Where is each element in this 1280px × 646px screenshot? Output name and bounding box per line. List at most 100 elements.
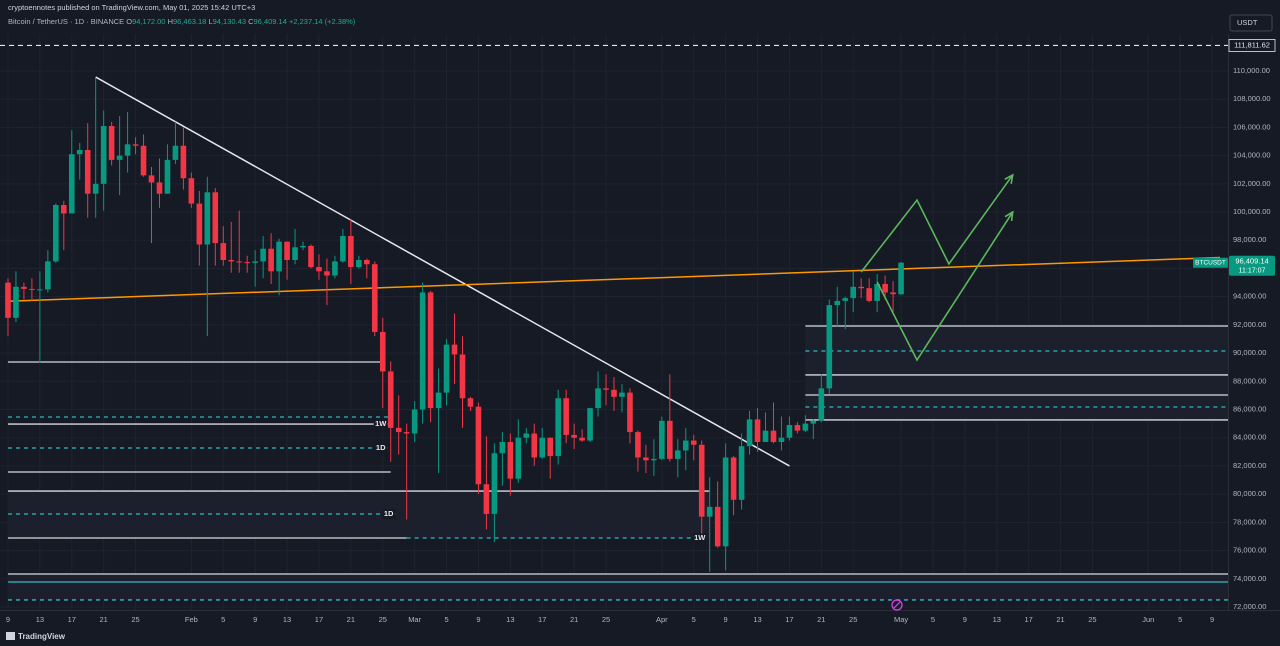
candle-body <box>76 149 83 155</box>
ohlc-key: C <box>248 17 254 26</box>
change: +2,237.14 (+2.38%) <box>289 17 356 26</box>
symbol-tag <box>1193 257 1228 268</box>
candle-body <box>316 267 322 272</box>
candle-body <box>507 441 514 479</box>
candle-body <box>220 243 227 261</box>
x-tick-label: 9 <box>253 615 257 624</box>
candle-body <box>204 192 211 245</box>
level-label-bg <box>373 419 388 430</box>
zone <box>7 573 1228 600</box>
candle-body <box>842 298 849 301</box>
candle-body <box>364 260 370 265</box>
candle-body <box>515 437 522 479</box>
ohlc-value: 96,409.14 <box>254 17 287 26</box>
x-tick-label: 17 <box>538 615 546 624</box>
candle-body <box>260 248 266 262</box>
candle-body <box>890 292 896 295</box>
x-tick-label: 17 <box>68 615 76 624</box>
zone <box>805 326 1228 420</box>
candle-body <box>467 398 474 407</box>
candle-body <box>659 420 665 459</box>
candle-body <box>531 433 538 458</box>
level-label: 1W <box>694 533 706 542</box>
level-label: 1D <box>376 443 386 452</box>
candle-body <box>276 241 282 272</box>
y-tick-label: 98,000.00 <box>1233 235 1266 244</box>
level-label: 1D <box>384 509 394 518</box>
candle-body <box>403 432 410 434</box>
candle-body <box>706 506 713 517</box>
projection-arrow-head <box>1004 210 1014 222</box>
ohlc-key: O <box>126 17 132 26</box>
x-tick-label: 5 <box>931 615 935 624</box>
candle-body <box>690 440 697 445</box>
x-tick-label: 9 <box>724 615 728 624</box>
x-tick-label: Feb <box>185 615 198 624</box>
candle-body <box>196 203 203 245</box>
candle-body <box>866 288 872 301</box>
candle-body <box>172 145 179 160</box>
candle-body <box>108 126 115 160</box>
candle-body <box>826 305 833 389</box>
candle-body <box>555 398 561 457</box>
candle-body <box>68 154 75 214</box>
y-tick-label: 78,000.00 <box>1233 517 1266 526</box>
event-icon-mark <box>893 601 901 609</box>
x-tick-label: 5 <box>1178 615 1182 624</box>
candle-body <box>284 241 290 261</box>
candle-body <box>858 286 864 289</box>
candle-body <box>754 419 761 442</box>
high-tag <box>1228 39 1276 52</box>
level-label: 1W <box>375 419 387 428</box>
x-tick-label: 17 <box>315 615 323 624</box>
x-tick-label: Jun <box>1142 615 1154 624</box>
candle-body <box>212 192 219 244</box>
candle-body <box>459 354 466 399</box>
price-tag <box>1229 255 1275 276</box>
y-tick-label: 74,000.00 <box>1233 574 1266 583</box>
candle-body <box>611 389 617 397</box>
x-tick-label: 21 <box>1056 615 1064 624</box>
candle-body <box>395 427 402 433</box>
candle-body <box>595 388 601 409</box>
candle-body <box>340 236 346 262</box>
candle-body <box>579 437 585 441</box>
y-tick-label: 76,000.00 <box>1233 546 1266 555</box>
candle-body <box>898 262 904 295</box>
x-tick-label: 9 <box>1210 615 1214 624</box>
trendline <box>95 76 790 467</box>
candle-body <box>730 457 737 500</box>
candle-body <box>348 236 354 268</box>
candle-body <box>379 331 386 372</box>
candle-body <box>164 159 171 194</box>
ohlc-value: 94,130.43 <box>213 17 246 26</box>
x-tick-label: 5 <box>692 615 696 624</box>
candle-body <box>818 388 825 421</box>
x-tick-label: 13 <box>753 615 761 624</box>
candle-body <box>92 183 99 194</box>
candle-body <box>619 392 625 397</box>
candle-body <box>722 457 729 547</box>
candle-body <box>539 437 546 458</box>
x-tick-label: 25 <box>602 615 610 624</box>
candle-body <box>419 292 426 410</box>
x-tick-label: 25 <box>1088 615 1096 624</box>
x-tick-label: 25 <box>849 615 857 624</box>
candle-body <box>714 506 721 547</box>
x-tick-label: 9 <box>6 615 10 624</box>
candle-body <box>635 432 641 458</box>
price-tag-countdown: 11:17:07 <box>1239 268 1266 275</box>
x-tick-label: 17 <box>785 615 793 624</box>
candle-body <box>45 261 51 290</box>
candle-body <box>132 144 139 146</box>
candle-body <box>850 286 857 299</box>
currency-button[interactable] <box>1229 14 1273 32</box>
symbol: Bitcoin / TetherUS · 1D · BINANCE <box>8 17 124 26</box>
candle-body <box>332 261 338 276</box>
candle-body <box>563 398 569 435</box>
candle-body <box>674 450 681 459</box>
event-icon[interactable] <box>891 599 903 611</box>
candle-body <box>53 204 59 262</box>
x-tick-label: 5 <box>221 615 225 624</box>
